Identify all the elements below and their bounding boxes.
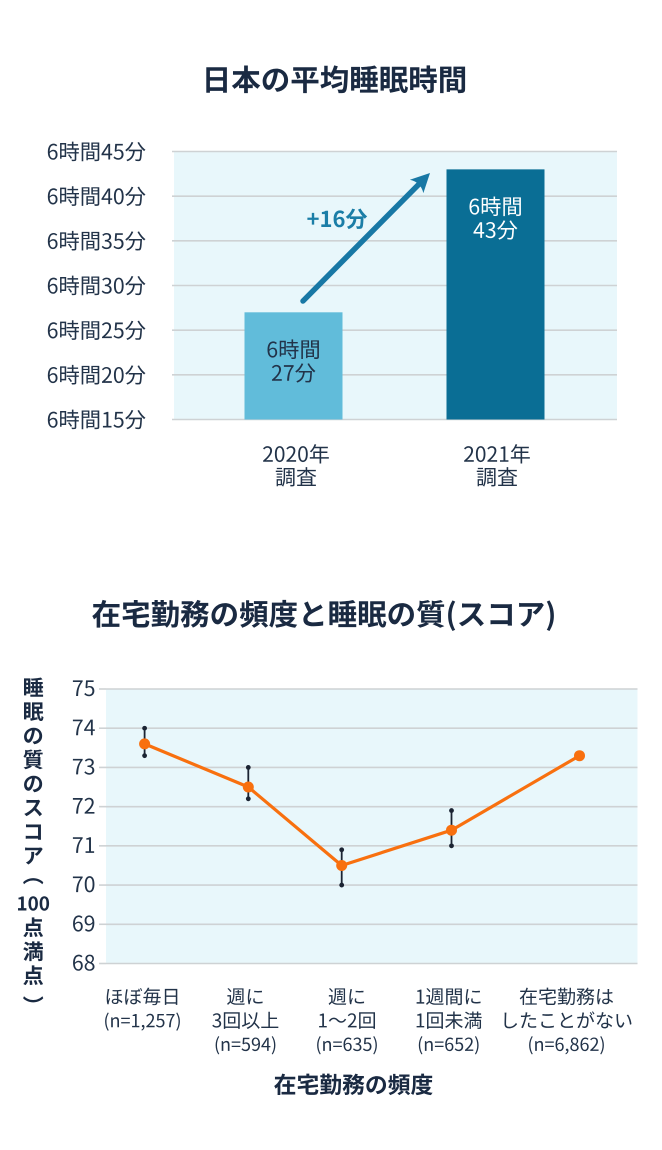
x-label-line bbox=[106, 987, 178, 1006]
x-label-line bbox=[263, 444, 329, 464]
chart1-bar-label-2021 bbox=[469, 196, 521, 240]
increase-annotation-text bbox=[307, 208, 368, 230]
chart1-bar-label-2020 bbox=[267, 339, 319, 383]
chart2-y-axis-title bbox=[18, 677, 50, 1003]
chart2-y-tick-label bbox=[72, 837, 95, 853]
error-bar-cap-bottom bbox=[142, 753, 148, 759]
bar-label-line bbox=[469, 196, 521, 217]
chart1-bar-value-labels bbox=[267, 196, 521, 383]
error-bar-cap-top bbox=[245, 765, 251, 770]
chart1-x-label-2020 bbox=[263, 444, 329, 487]
chart2-x-axis-title bbox=[274, 1073, 433, 1096]
chart2-y-tick-label bbox=[73, 915, 95, 932]
chart2-title-text bbox=[92, 599, 554, 631]
chart2-y-tick-label bbox=[72, 758, 95, 775]
chart2-x-label-3 bbox=[416, 988, 482, 1055]
chart1-y-tick-label bbox=[47, 409, 146, 430]
increase-arrow-shaft bbox=[300, 178, 425, 304]
x-label-n bbox=[317, 1036, 377, 1055]
x-label-n bbox=[529, 1036, 604, 1055]
increase-arrow bbox=[300, 173, 430, 304]
x-label-n bbox=[105, 1012, 180, 1031]
chart2-x-axis-labels bbox=[105, 987, 632, 1055]
bar-label-line bbox=[271, 363, 316, 383]
chart2-x-label-4 bbox=[504, 987, 632, 1055]
chart2-point-0 bbox=[139, 738, 151, 750]
chart2-y-tick-label bbox=[72, 876, 95, 893]
chart2-point-3 bbox=[446, 824, 457, 836]
bar-label-line bbox=[473, 220, 518, 240]
chart1-x-axis-labels bbox=[263, 444, 530, 487]
chart2-x-label-2 bbox=[317, 988, 377, 1055]
chart1-title-text bbox=[206, 65, 466, 94]
x-label-line bbox=[227, 988, 263, 1005]
error-bar-cap-top bbox=[142, 725, 148, 731]
chart2-y-axis-title-text bbox=[18, 677, 50, 1003]
chart2-x-axis-title-text bbox=[274, 1073, 433, 1096]
increase-annotation bbox=[307, 208, 368, 230]
x-label-line bbox=[275, 467, 317, 487]
chart1-y-tick-label bbox=[47, 186, 146, 206]
chart2-plot-background bbox=[106, 689, 638, 964]
chart2-plot-area bbox=[106, 689, 638, 964]
x-label-line bbox=[416, 1011, 482, 1029]
error-bar-cap-top bbox=[339, 847, 345, 853]
chart2-point-2 bbox=[336, 860, 348, 871]
chart2-y-tick-label bbox=[73, 954, 95, 971]
chart2-y-tick-label bbox=[72, 680, 95, 697]
error-bar-cap-top bbox=[449, 808, 454, 813]
chart2-gridlines bbox=[99, 688, 638, 965]
chart1-bar-2021 bbox=[446, 169, 545, 420]
chart2-error-bar-1 bbox=[245, 765, 251, 802]
chart-sleep-quality-by-telework bbox=[18, 599, 638, 1096]
chart2-point-4 bbox=[574, 750, 585, 762]
x-label-line bbox=[464, 444, 530, 464]
bar-label-line bbox=[267, 339, 319, 360]
chart2-y-tick-label bbox=[72, 797, 95, 814]
x-label-line bbox=[212, 1011, 279, 1029]
chart2-markers bbox=[139, 738, 585, 871]
chart2-point-1 bbox=[242, 781, 254, 793]
chart1-y-tick-label bbox=[47, 141, 146, 162]
error-bar-cap-bottom bbox=[339, 882, 345, 888]
x-label-line bbox=[319, 1012, 376, 1029]
chart1-y-tick-label bbox=[47, 275, 146, 296]
x-label-line bbox=[519, 987, 614, 1006]
increase-arrow-head bbox=[409, 173, 430, 194]
chart1-y-axis-labels bbox=[47, 141, 146, 430]
chart2-y-tick-label bbox=[72, 719, 95, 736]
chart2-x-label-0 bbox=[105, 987, 180, 1031]
x-label-line bbox=[504, 1011, 632, 1029]
chart1-title bbox=[206, 65, 466, 94]
error-bar-cap-bottom bbox=[449, 843, 454, 849]
chart1-y-tick-label bbox=[47, 364, 146, 385]
chart-average-sleep-time bbox=[47, 65, 617, 487]
x-label-n bbox=[215, 1036, 276, 1055]
x-label-line bbox=[476, 467, 518, 487]
x-label-line bbox=[328, 988, 365, 1005]
error-bar-cap-bottom bbox=[245, 796, 251, 802]
chart1-x-label-2021 bbox=[464, 444, 530, 487]
chart2-x-label-1 bbox=[212, 988, 279, 1055]
chart2-y-axis-labels bbox=[72, 680, 95, 971]
chart1-y-tick-label bbox=[47, 230, 146, 251]
x-label-line bbox=[416, 988, 481, 1006]
chart1-y-tick-label bbox=[47, 320, 146, 340]
x-label-n bbox=[418, 1036, 479, 1055]
chart2-title bbox=[92, 599, 554, 631]
